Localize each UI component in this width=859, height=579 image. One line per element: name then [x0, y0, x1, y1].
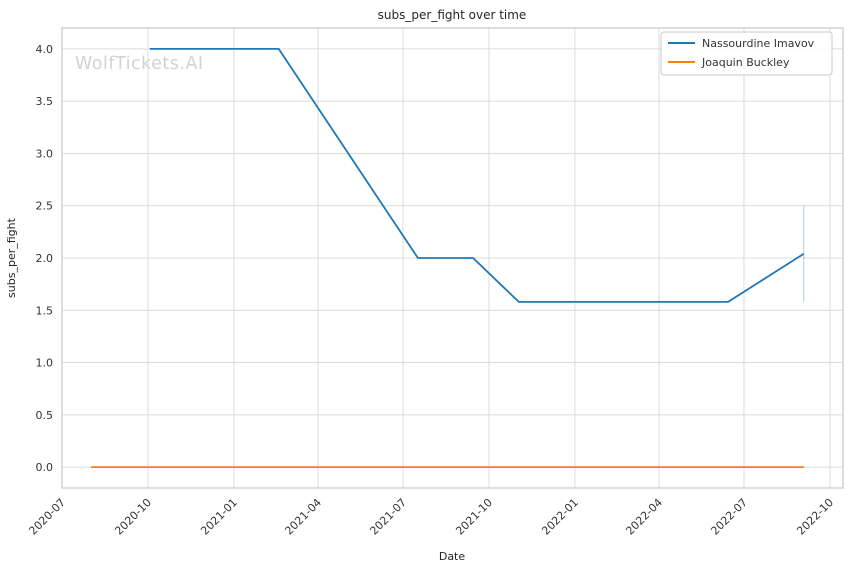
x-tick-label: 2021-01 — [198, 496, 240, 538]
y-tick-label: 3.5 — [36, 95, 54, 108]
x-tick-label: 2021-07 — [367, 496, 409, 538]
series-lines — [91, 48, 805, 469]
x-tick-label: 2021-04 — [282, 496, 324, 538]
y-tick-label: 1.5 — [36, 304, 54, 317]
chart-title: subs_per_fight over time — [378, 8, 527, 22]
x-tick-label: 2022-07 — [708, 496, 750, 538]
y-tick-label: 0.5 — [36, 409, 54, 422]
x-axis-label: Date — [439, 550, 466, 563]
watermark: WolfTickets.AI — [75, 54, 204, 74]
x-tick-label: 2020-10 — [112, 496, 154, 538]
series-line-0 — [149, 48, 805, 303]
legend-label: Joaquin Buckley — [701, 56, 790, 69]
y-tick-label: 2.5 — [36, 200, 54, 213]
y-tick-label: 1.0 — [36, 357, 54, 370]
y-tick-label: 4.0 — [36, 43, 54, 56]
x-tick-label: 2021-10 — [453, 496, 495, 538]
x-tick-labels: 2020-07 2020-10 2021-01 2021-04 2021-07 2021-… — [26, 496, 836, 538]
y-tick-labels: 0.0 0.5 1.0 1.5 2.0 2.5 3.0 3.5 4.0 — [36, 43, 54, 474]
plot-border — [61, 27, 844, 489]
legend-box — [660, 31, 833, 76]
y-tick-label: 3.0 — [36, 147, 54, 160]
y-axis-label: subs_per_fight — [5, 217, 18, 298]
y-tick-label: 2.0 — [36, 252, 54, 265]
legend-label: Nassourdine Imavov — [702, 37, 815, 50]
x-tick-label: 2022-04 — [623, 496, 665, 538]
y-tick-label: 0.0 — [36, 461, 54, 474]
legend: Nassourdine Imavov Joaquin Buckley — [660, 31, 833, 76]
x-tick-label: 2022-01 — [539, 496, 581, 538]
x-tick-label: 2020-07 — [26, 496, 68, 538]
x-tick-label: 2022-10 — [794, 496, 836, 538]
